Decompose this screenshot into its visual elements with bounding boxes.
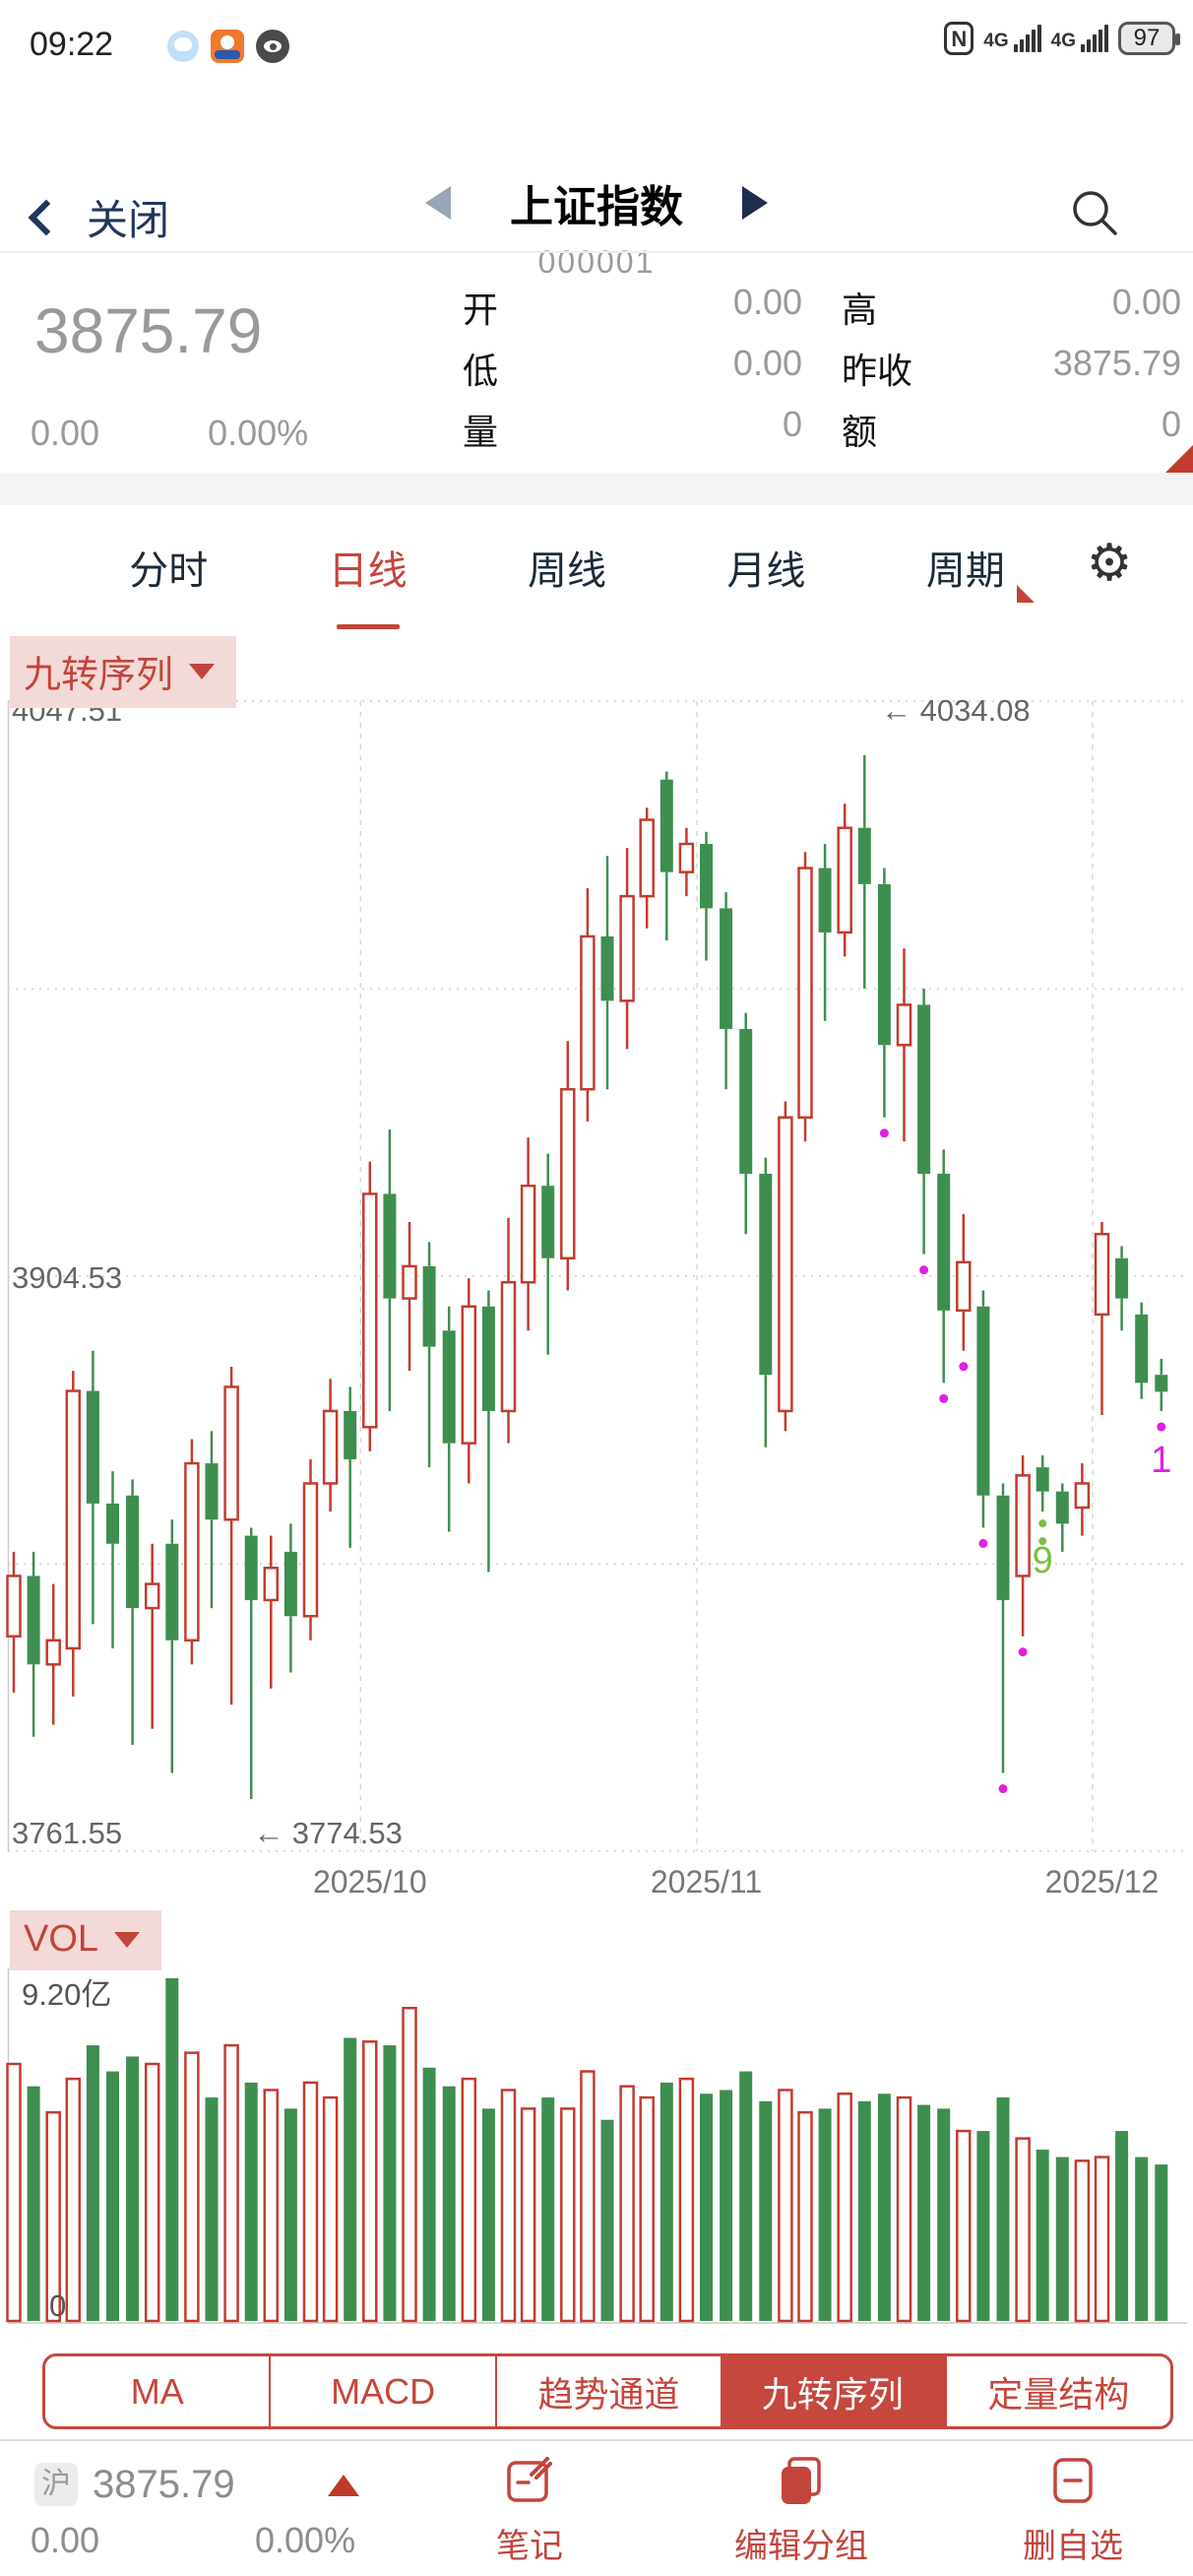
- svg-text:0: 0: [49, 2288, 66, 2323]
- turnover-label: 额: [842, 412, 878, 452]
- svg-text:9.20亿: 9.20亿: [22, 1977, 111, 2012]
- tab-daily[interactable]: 日线: [268, 511, 467, 596]
- indicator-tab-macd[interactable]: MACD: [269, 2356, 494, 2426]
- date-axis: 2025/10 2025/11 2025/12: [0, 1858, 1193, 1908]
- stock-code: 000001: [537, 244, 656, 280]
- status-bar: 09:22 N 4G 4G 97: [0, 0, 1193, 63]
- tab-minute[interactable]: 分时: [129, 548, 209, 593]
- high-label: 高: [842, 290, 878, 330]
- tab-monthly[interactable]: 月线: [726, 548, 806, 593]
- prev-close-value: 3875.79: [1052, 343, 1181, 383]
- volume-dropdown-label: VOL: [24, 1918, 99, 1960]
- clock: 09:22: [30, 26, 114, 63]
- signal-4g-1-icon: 4G: [983, 25, 1041, 52]
- stock-title: 上证指数: [510, 183, 683, 231]
- remove-favorite-button[interactable]: 删自选: [974, 2455, 1171, 2567]
- volume-value: 0: [782, 404, 802, 444]
- note-edit-icon: [507, 2457, 552, 2502]
- volume-dropdown[interactable]: VOL: [10, 1910, 162, 1970]
- expand-quote-triangle-icon[interactable]: [1165, 445, 1193, 473]
- bottom-change-pct: 0.00%: [255, 2520, 356, 2560]
- header: 关闭 上证指数 000001: [0, 61, 1193, 280]
- price-change: 0.00: [31, 413, 100, 453]
- current-price: 3875.79: [34, 295, 263, 366]
- svg-text:9: 9: [1033, 1540, 1053, 1581]
- indicator-dropdown[interactable]: 九转序列: [10, 636, 237, 708]
- dropdown-arrow-icon: [114, 1931, 141, 1948]
- period-tab-bar: 分时 日线 周线 月线 周期 ⚙: [0, 505, 1193, 630]
- notes-button[interactable]: 笔记: [431, 2455, 628, 2567]
- bottom-price: 3875.79: [93, 2463, 235, 2506]
- section-divider: [0, 473, 1193, 505]
- eye-comfort-icon: [256, 30, 289, 63]
- quote-panel[interactable]: 3875.79 0.00 0.00% 开 0.00 高 0.00 低 0.00: [0, 251, 1193, 473]
- battery-indicator: 97: [1118, 22, 1180, 55]
- bottom-change: 0.00: [31, 2520, 100, 2560]
- indicator-tab-bar-wrap: MA MACD 趋势通道 九转序列 定量结构: [0, 2353, 1193, 2439]
- back-label: 关闭: [87, 197, 170, 243]
- date-label: 2025/11: [650, 1864, 763, 1900]
- date-label: 2025/12: [1044, 1864, 1160, 1900]
- edit-group-icon: [782, 2457, 821, 2504]
- edit-group-button[interactable]: 编辑分组: [703, 2455, 900, 2567]
- low-value: 0.00: [732, 343, 802, 383]
- signal-4g-2-icon: 4G: [1051, 25, 1108, 52]
- quote-grid: 开 0.00 高 0.00 低 0.00 昨收 3875.79: [463, 277, 1181, 460]
- volume-chart-section[interactable]: VOL 9.20亿 0: [0, 1908, 1193, 2326]
- dropdown-arrow-icon: [189, 663, 216, 679]
- open-label: 开: [463, 290, 499, 330]
- app-notification-icon: [211, 30, 244, 63]
- search-icon: [1073, 191, 1117, 235]
- edit-group-label: 编辑分组: [734, 2528, 868, 2565]
- indicator-dropdown-label: 九转序列: [24, 655, 174, 696]
- market-badge: 沪: [34, 2463, 78, 2506]
- next-stock-arrow-icon[interactable]: [742, 186, 768, 220]
- indicator-tab-bar: MA MACD 趋势通道 九转序列 定量结构: [42, 2353, 1173, 2429]
- indicator-tab-ma[interactable]: MA: [130, 2370, 184, 2412]
- date-label: 2025/10: [312, 1864, 427, 1900]
- remove-favorite-icon: [1053, 2458, 1093, 2503]
- nfc-icon: N: [944, 22, 974, 55]
- svg-text:← 4034.08: ← 4034.08: [881, 693, 1031, 728]
- collapse-triangle-icon[interactable]: [328, 2475, 359, 2496]
- search-button[interactable]: [1069, 187, 1120, 243]
- remove-favorite-label: 删自选: [1023, 2528, 1123, 2565]
- turnover-value: 0: [1161, 404, 1181, 444]
- status-indicators: N 4G 4G 97: [944, 22, 1180, 55]
- notes-label: 笔记: [496, 2528, 563, 2565]
- notification-icons: [167, 30, 289, 63]
- period-more-triangle-icon: [1017, 584, 1053, 603]
- high-value: 0.00: [1111, 282, 1181, 322]
- svg-text:← 3774.53: ← 3774.53: [253, 1816, 403, 1850]
- svg-text:1: 1: [1151, 1440, 1171, 1481]
- tab-weekly[interactable]: 周线: [528, 548, 607, 593]
- candlestick-chart-section[interactable]: 九转序列 9 1 4047.51 ← 4034.08 3904.53 3761.55 ← 3…: [0, 630, 1193, 1858]
- volume-label: 量: [463, 412, 499, 452]
- title-block: 上证指数 000001: [0, 171, 1193, 281]
- tab-period[interactable]: 周期: [866, 511, 1065, 603]
- volume-chart[interactable]: 9.20亿 0: [0, 1908, 1193, 2326]
- svg-text:3904.53: 3904.53: [12, 1260, 122, 1295]
- prev-close-label: 昨收: [842, 351, 913, 391]
- indicator-tab-quant-structure[interactable]: 定量结构: [944, 2356, 1170, 2426]
- open-value: 0.00: [732, 282, 802, 322]
- prev-stock-arrow-icon[interactable]: [425, 186, 451, 220]
- price-change-row: 0.00 0.00%: [31, 413, 308, 454]
- bottom-bar: 沪 3875.79 0.00 0.00% 笔记 编辑分组: [0, 2439, 1193, 2576]
- back-button[interactable]: 关闭: [28, 187, 170, 247]
- settings-gear-icon[interactable]: ⚙: [1086, 533, 1133, 593]
- indicator-tab-nine-turn[interactable]: 九转序列: [721, 2356, 945, 2426]
- indicator-tab-trend-channel[interactable]: 趋势通道: [494, 2356, 721, 2426]
- svg-text:3761.55: 3761.55: [12, 1816, 122, 1850]
- spacer: [0, 2326, 1193, 2353]
- price-change-pct: 0.00%: [208, 413, 309, 453]
- weather-app-icon: [167, 31, 199, 62]
- low-label: 低: [463, 351, 499, 391]
